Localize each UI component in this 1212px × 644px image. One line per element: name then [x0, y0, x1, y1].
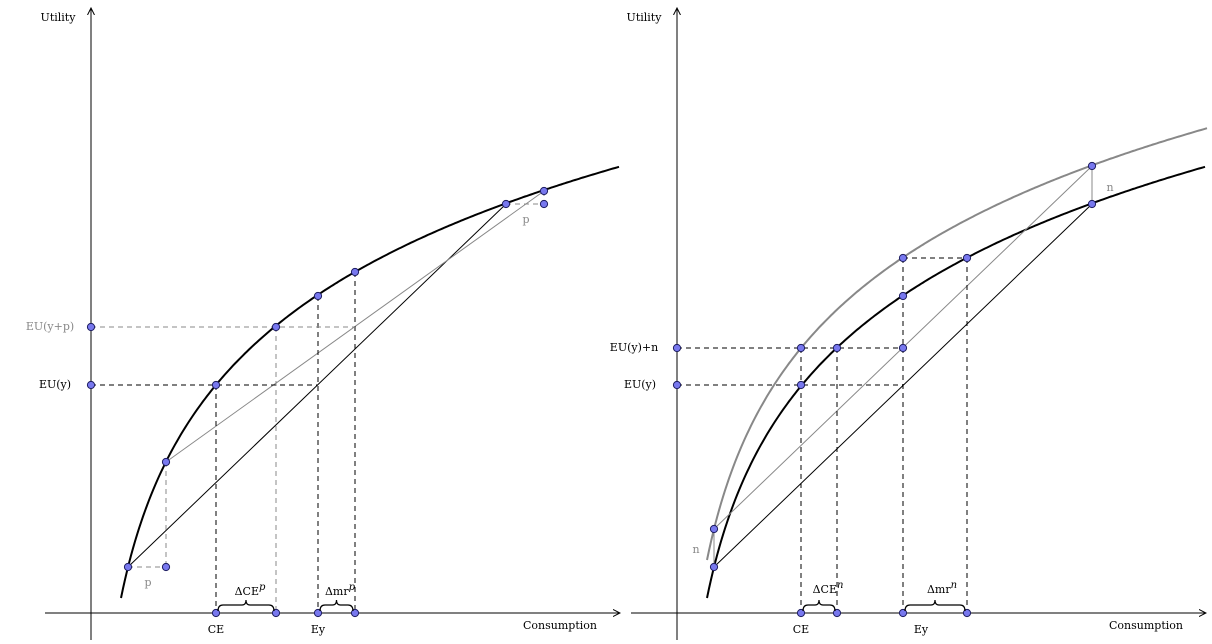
point [898, 608, 908, 618]
label-sup: p [259, 582, 266, 593]
point [539, 199, 549, 209]
brace-label: ΔCEn [813, 580, 844, 597]
point [672, 380, 682, 390]
label: EU(y) [624, 378, 656, 391]
point [672, 343, 682, 353]
label-sup: n [951, 580, 957, 591]
point [832, 608, 842, 618]
point [832, 343, 842, 353]
label: Consumption [523, 619, 597, 632]
brace [904, 599, 966, 612]
point [1087, 199, 1097, 209]
label: n [692, 543, 699, 556]
brace [319, 599, 354, 612]
brace-label: Δmrp [325, 582, 356, 599]
point [501, 199, 511, 209]
label: CE [208, 623, 224, 636]
label: CE [793, 623, 809, 636]
point [271, 322, 281, 332]
point [271, 608, 281, 618]
label: EU(y+p) [26, 320, 74, 333]
point [161, 562, 171, 572]
point [796, 608, 806, 618]
point [313, 608, 323, 618]
point [86, 322, 96, 332]
brace-label: ΔCEp [235, 582, 266, 599]
point [86, 380, 96, 390]
point [350, 267, 360, 277]
label: n [1106, 181, 1113, 194]
label-sup: n [837, 580, 843, 591]
label-sup: p [349, 582, 356, 593]
label-base: ΔCE [235, 585, 259, 598]
point [898, 253, 908, 263]
label-base: ΔCE [813, 583, 837, 596]
point [211, 608, 221, 618]
point [350, 608, 360, 618]
brace-label: Δmrn [927, 580, 957, 597]
point [123, 562, 133, 572]
brace [217, 599, 275, 612]
label: Utility [627, 11, 663, 24]
label-base: Δmr [927, 583, 951, 596]
point [962, 608, 972, 618]
label-base: Δmr [325, 585, 349, 598]
point [211, 380, 221, 390]
point [539, 186, 549, 196]
label: Ey [311, 623, 326, 636]
point [709, 524, 719, 534]
label: Ey [914, 623, 929, 636]
point [1087, 161, 1097, 171]
utility-curve [706, 165, 1206, 599]
label: Consumption [1109, 619, 1183, 632]
label: p [522, 213, 529, 226]
point [796, 343, 806, 353]
point [796, 380, 806, 390]
label: EU(y)+n [610, 341, 658, 354]
point [898, 291, 908, 301]
label: EU(y) [39, 378, 71, 391]
point [962, 253, 972, 263]
point [898, 343, 908, 353]
point [313, 291, 323, 301]
label: Utility [41, 11, 77, 24]
brace [802, 599, 836, 612]
utility-curve [120, 165, 620, 599]
point [161, 457, 171, 467]
utility-curve [706, 127, 1208, 561]
point [709, 562, 719, 572]
label: p [144, 576, 151, 589]
